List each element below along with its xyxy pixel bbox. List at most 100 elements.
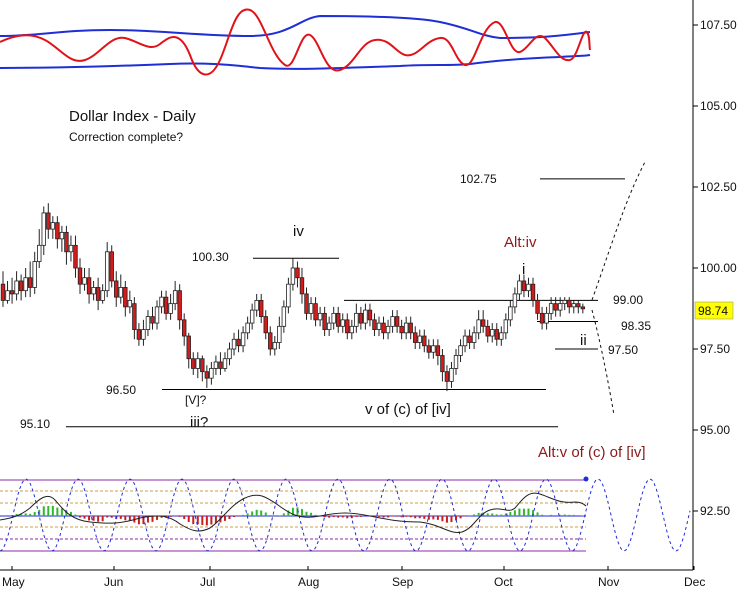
- candle-body: [231, 338, 237, 350]
- candle-body: [417, 335, 422, 343]
- candle-body: [154, 306, 160, 324]
- wave-label-alt-v-of-c: Alt:v of (c) of [iv]: [538, 444, 646, 461]
- candle-body: [23, 277, 28, 292]
- y-tick-label: 100.00: [700, 261, 737, 275]
- x-tick-label: Aug: [298, 575, 319, 589]
- candle-body: [50, 222, 56, 230]
- candle-body: [403, 322, 409, 334]
- candle-body: [580, 306, 586, 310]
- candle-body: [46, 212, 51, 230]
- wave-label-alt-iv: Alt:iv: [504, 234, 537, 251]
- candle-body: [73, 244, 78, 269]
- candle-body: [431, 345, 436, 353]
- candle-body: [37, 244, 42, 262]
- candle-body: [422, 335, 427, 347]
- upper-band-line: [0, 14, 591, 40]
- candle-body: [376, 322, 382, 330]
- candle-body: [163, 296, 169, 314]
- candle-body: [408, 322, 413, 334]
- y-tick-label: 102.50: [700, 180, 737, 194]
- candle-body: [145, 316, 151, 330]
- candle-body: [272, 342, 277, 350]
- candle-body: [245, 322, 250, 334]
- cycle-histogram: [6, 505, 584, 526]
- candle-body: [14, 280, 19, 295]
- candle-body: [480, 319, 486, 327]
- candle-body: [326, 322, 332, 330]
- candle-body: [304, 293, 309, 314]
- candle-body: [503, 319, 509, 334]
- candle-body: [114, 280, 119, 298]
- candle-body: [259, 299, 264, 317]
- candle-body: [0, 283, 6, 301]
- candle-body: [499, 332, 504, 340]
- candle-body: [508, 306, 513, 321]
- candle-body: [82, 277, 87, 285]
- last-price-label: 98.74: [698, 304, 728, 318]
- level-label-96-50: 96.50: [106, 383, 136, 397]
- candle-body: [295, 267, 300, 279]
- candle-body: [539, 312, 545, 324]
- candle-body: [471, 332, 477, 343]
- chart-title: Dollar Index - Daily: [69, 108, 196, 125]
- wave-label-v-of-c: v of (c) of [iv]: [365, 401, 451, 418]
- candle-body: [213, 361, 219, 369]
- candle-body: [200, 358, 205, 373]
- wave-label-iv: iv: [293, 223, 304, 240]
- candle-body: [55, 222, 60, 240]
- candle-body: [277, 325, 282, 343]
- candle-body: [240, 332, 246, 347]
- candle-body: [195, 358, 200, 369]
- candle-body: [358, 312, 364, 324]
- candle-body: [435, 345, 441, 356]
- candle-body: [32, 261, 37, 288]
- cycle-sine-wave: [0, 478, 691, 552]
- candle-body: [86, 277, 92, 295]
- candle-body: [530, 283, 536, 301]
- candle-body: [462, 335, 468, 347]
- cycle-end-dot: [583, 476, 589, 482]
- y-tick-label: 92.50: [700, 504, 730, 518]
- candle-body: [41, 212, 46, 246]
- candle-body: [68, 244, 74, 253]
- candle-body: [367, 309, 373, 321]
- last-price-box: [694, 301, 734, 320]
- candle-body: [218, 361, 223, 369]
- x-tick-label: Sep: [392, 575, 414, 589]
- level-label-102-75: 102.75: [460, 172, 497, 186]
- candle-body: [494, 329, 499, 340]
- x-tick-label: Jun: [104, 575, 123, 589]
- candle-body: [426, 345, 432, 353]
- candle-body: [390, 316, 395, 327]
- candle-body: [322, 312, 327, 330]
- candle-body: [127, 299, 133, 308]
- candle-body: [467, 335, 472, 343]
- candle-body: [576, 303, 581, 308]
- candle-body: [263, 316, 268, 334]
- candle-body: [517, 280, 522, 295]
- price-level-lines: [66, 178, 625, 428]
- wave-label-iii: iii?: [190, 414, 208, 431]
- level-label-95-10: 95.10: [20, 417, 50, 431]
- y-axis-ticks: 107.50 105.00 102.50 100.00 97.50 95.00 92.50: [693, 18, 737, 518]
- candle-body: [104, 251, 110, 292]
- x-tick-label: Oct: [494, 575, 513, 589]
- candle-body: [381, 322, 386, 334]
- candle-body: [132, 303, 137, 330]
- candle-body: [440, 355, 445, 373]
- candlestick-series: [0, 203, 586, 392]
- candle-body: [299, 277, 305, 295]
- candle-body: [136, 329, 142, 340]
- candle-body: [535, 299, 540, 314]
- wave-label-v-bracket: [V]?: [185, 393, 207, 407]
- candle-body: [336, 312, 341, 327]
- candle-body: [385, 325, 391, 334]
- candle-body: [59, 231, 65, 240]
- candle-body: [91, 287, 96, 295]
- candle-body: [449, 368, 454, 382]
- candle-body: [544, 312, 549, 324]
- x-tick-label: May: [2, 575, 25, 589]
- candle-body: [18, 280, 24, 292]
- candle-body: [363, 309, 368, 324]
